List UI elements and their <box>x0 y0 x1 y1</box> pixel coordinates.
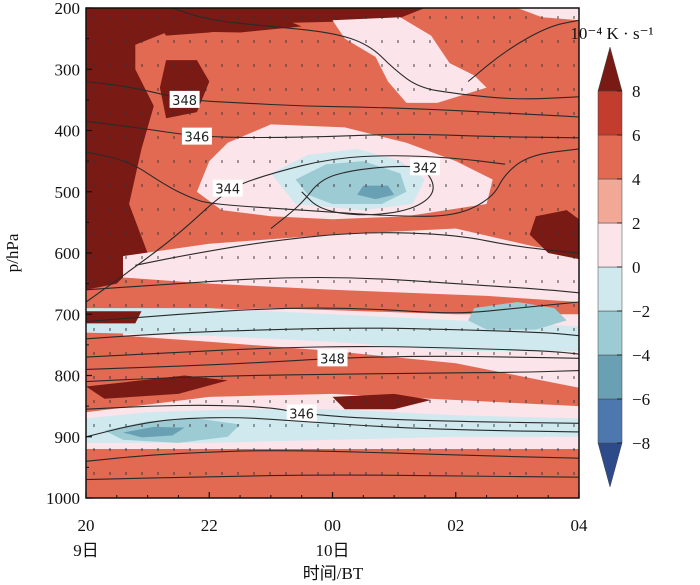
contour-line <box>86 450 579 462</box>
colorbar-segment <box>597 134 623 180</box>
contour-label-bg <box>212 179 243 197</box>
contour-line <box>135 232 579 266</box>
colorbar-tick-label: 2 <box>632 214 641 233</box>
shaded-region <box>529 210 579 260</box>
y-tick-label: 400 <box>55 122 81 141</box>
colorbar-segment <box>597 398 623 444</box>
colorbar-unit: 10⁻⁴ K · s⁻¹ <box>570 24 653 43</box>
contour-line <box>86 148 579 217</box>
contour-line <box>86 417 579 438</box>
y-tick-label: 700 <box>55 305 81 324</box>
shaded-region <box>468 302 567 330</box>
contour-line <box>86 155 506 303</box>
shaded-region <box>86 375 228 399</box>
contour-label: 342 <box>413 161 438 176</box>
shaded-region <box>517 8 579 21</box>
x-axis-title: 时间/BT <box>303 564 364 583</box>
colorbar-tick-label: −4 <box>632 346 651 365</box>
contour-line <box>86 301 579 323</box>
shaded-region <box>159 8 222 16</box>
contour-line <box>86 404 579 424</box>
contour-label-bg <box>169 90 200 108</box>
y-axis-title: p/hPa <box>3 233 22 272</box>
contour-label: 346 <box>289 407 314 422</box>
contour-line <box>86 80 579 118</box>
contour-label: 344 <box>215 183 240 198</box>
colorbar-segment <box>597 46 623 92</box>
shading-layer <box>86 8 579 498</box>
vertical-velocity-dots <box>93 16 575 475</box>
x-tick-sublabel: 9日 <box>73 541 99 560</box>
colorbar-segment <box>597 310 623 356</box>
contour-label-bg <box>409 158 440 176</box>
x-tick-label: 00 <box>324 516 341 535</box>
y-tick-label: 300 <box>55 60 81 79</box>
contour-label: 346 <box>185 131 210 146</box>
colorbar-tick-label: 4 <box>632 170 641 189</box>
x-tick-label: 20 <box>78 516 95 535</box>
y-axis: 200 300 400 500 600 700 800 900 1000 <box>46 0 92 508</box>
x-tick-sublabel: 10日 <box>316 541 350 560</box>
contour-label-bg <box>181 127 212 145</box>
y-tick-label: 800 <box>55 367 81 386</box>
x-tick-label: 22 <box>201 516 218 535</box>
shaded-region <box>357 185 395 200</box>
y-tick-label: 500 <box>55 183 81 202</box>
colorbar-tick-label: −2 <box>632 302 650 321</box>
contour-line <box>86 327 579 340</box>
colorbar-tick-label: 8 <box>632 82 641 101</box>
colorbar-segment <box>597 266 623 312</box>
colorbar: −8 −6 −4 −2 0 2 4 6 8 <box>597 46 651 488</box>
contour-layer: 348 346 344 342 348 346 <box>86 8 579 481</box>
x-axis: 20 9日 22 00 10日 02 04 <box>73 492 588 560</box>
contour-label: 348 <box>172 94 197 109</box>
contour-label-bg <box>286 404 317 422</box>
contour-label: 348 <box>320 352 345 367</box>
shaded-region <box>123 426 185 438</box>
colorbar-segment <box>597 178 623 224</box>
colorbar-segment <box>597 222 623 268</box>
x-tick-label: 04 <box>571 516 589 535</box>
y-tick-label: 900 <box>55 428 81 447</box>
contour-label-bg <box>317 349 348 367</box>
plot-area: 348 346 344 342 348 346 <box>86 8 579 498</box>
x-tick-label: 02 <box>447 516 464 535</box>
contour-line <box>86 346 579 358</box>
colorbar-tick-label: 6 <box>632 126 641 145</box>
colorbar-tick-label: −8 <box>632 434 650 453</box>
contour-line <box>172 8 579 100</box>
shaded-region <box>86 308 579 351</box>
shaded-region <box>86 8 167 290</box>
contour-line <box>86 120 579 139</box>
colorbar-segment <box>597 442 623 488</box>
contour-line <box>270 165 434 229</box>
colorbar-tick-label: 0 <box>632 258 641 277</box>
contour-line <box>467 19 579 82</box>
y-tick-label: 1000 <box>46 489 80 508</box>
y-tick-label: 600 <box>55 244 81 263</box>
contour-line <box>86 370 579 383</box>
contour-line <box>86 276 579 294</box>
colorbar-segment <box>597 354 623 400</box>
shaded-region <box>332 17 487 103</box>
y-tick-label: 200 <box>55 0 81 18</box>
contour-line <box>86 474 579 481</box>
colorbar-tick-label: −6 <box>632 390 650 409</box>
colorbar-segment <box>597 90 623 136</box>
contour-line <box>86 355 579 370</box>
